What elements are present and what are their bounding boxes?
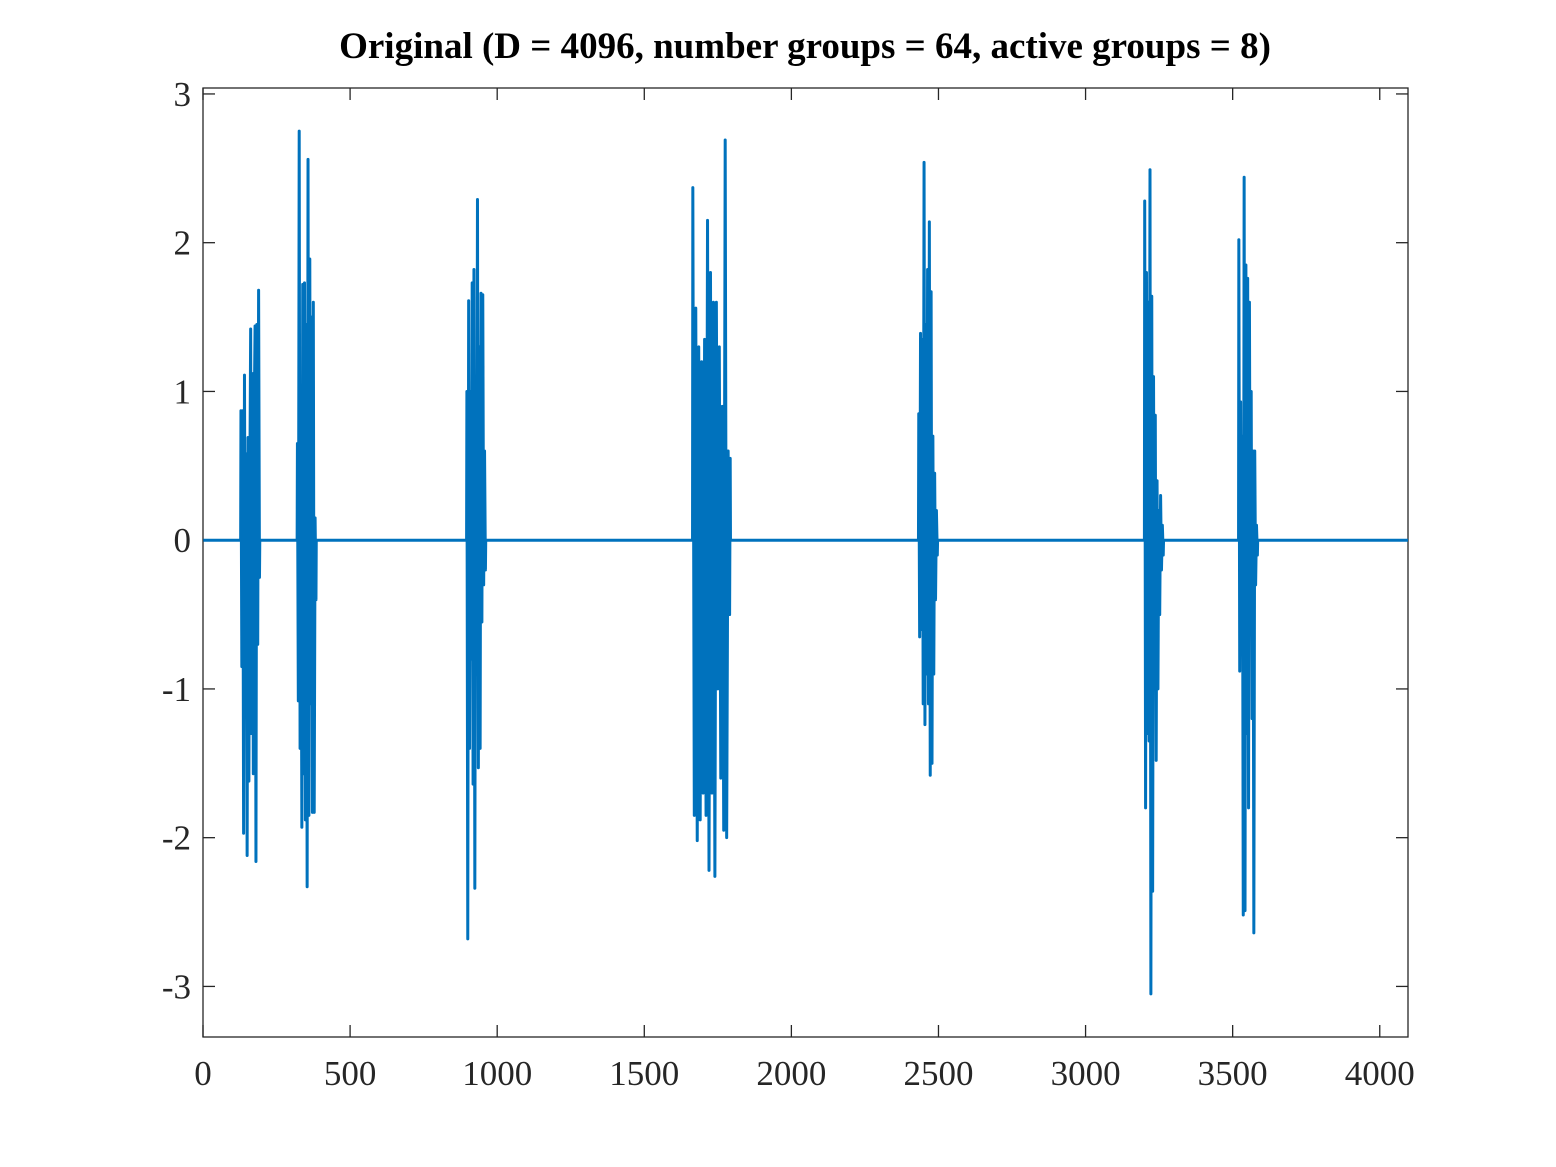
y-tick-label: 2 xyxy=(174,224,192,263)
x-tick-label: 1000 xyxy=(462,1054,532,1093)
x-tick-label: 2500 xyxy=(903,1054,973,1093)
data-line xyxy=(203,129,1408,996)
x-tick-label: 3500 xyxy=(1198,1054,1268,1093)
y-tick-label: -2 xyxy=(162,819,191,858)
x-tick-label: 1500 xyxy=(609,1054,679,1093)
y-tick-label: 0 xyxy=(174,521,192,560)
y-tick-label: 1 xyxy=(174,372,192,411)
x-tick-label: 2000 xyxy=(756,1054,826,1093)
x-tick-label: 4000 xyxy=(1345,1054,1415,1093)
x-tick-label: 0 xyxy=(194,1054,212,1093)
chart-title: Original (D = 4096, number groups = 64, … xyxy=(339,26,1271,67)
x-tick-label: 500 xyxy=(324,1054,377,1093)
y-tick-label: -3 xyxy=(162,967,191,1006)
plot-frame xyxy=(202,87,1409,1038)
y-tick-label: -1 xyxy=(162,670,191,709)
y-tick-label: 3 xyxy=(174,75,192,114)
x-tick-label: 3000 xyxy=(1051,1054,1121,1093)
